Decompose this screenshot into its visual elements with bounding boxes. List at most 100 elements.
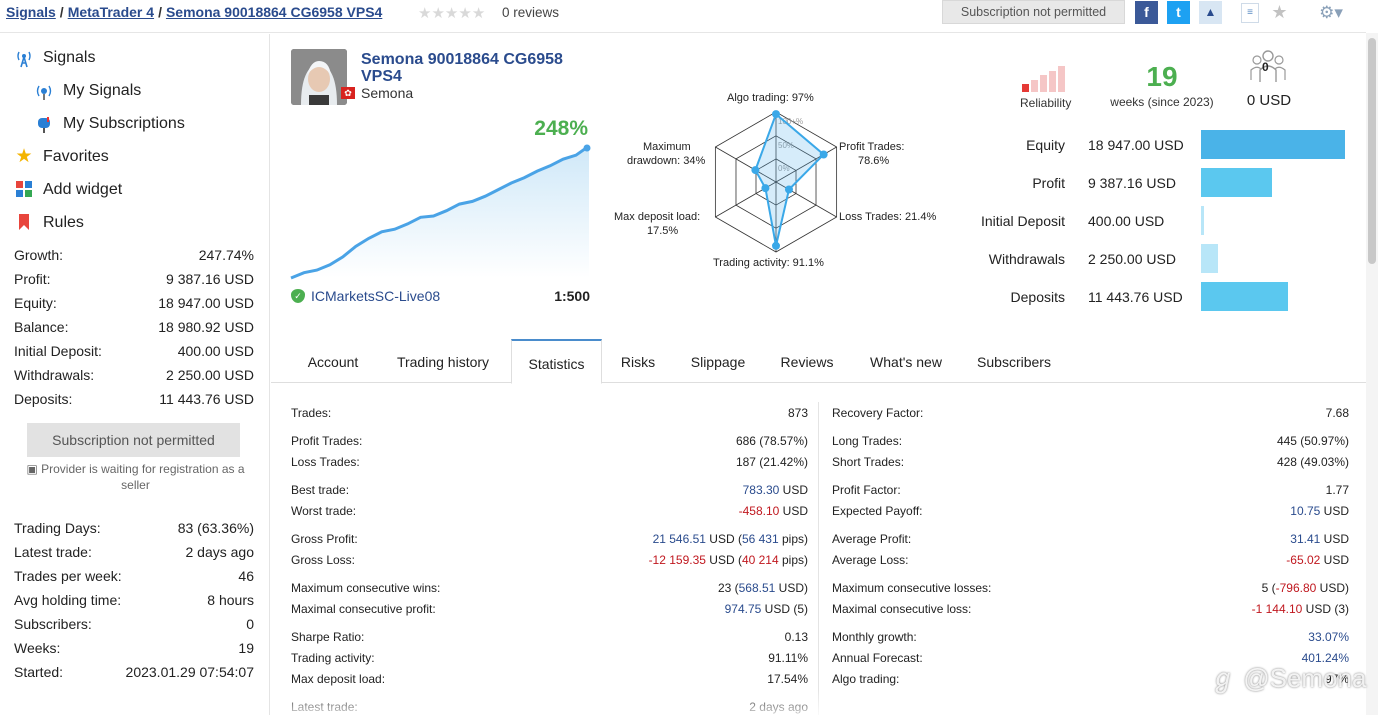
stat-row: Trades: 873 <box>291 406 808 422</box>
stat-row: Best trade: 783.30 USD <box>291 483 808 499</box>
nav-signals-label: Signals <box>43 49 96 66</box>
tab-subscribers[interactable]: Subscribers <box>977 354 1051 370</box>
stat-value-part: USD <box>779 504 808 518</box>
tab-whats-new[interactable]: What's new <box>870 354 942 370</box>
avatar[interactable] <box>291 49 347 105</box>
signal-author[interactable]: Semona <box>361 85 414 101</box>
tab-reviews[interactable]: Reviews <box>780 354 834 370</box>
breadcrumb-current-link[interactable]: Semona 90018864 CG6958 VPS4 <box>165 4 383 20</box>
stat-key: Expected Payoff: <box>832 504 923 518</box>
info-value: 8 hours <box>207 592 254 608</box>
tab-slippage[interactable]: Slippage <box>690 354 746 370</box>
info-key: Trades per week: <box>14 568 122 584</box>
stat-key: Recovery Factor: <box>832 406 924 420</box>
stat-row: Maximum consecutive wins: 23 (568.51 USD) <box>291 581 808 597</box>
settings-gear-icon[interactable]: ⚙▾ <box>1313 1 1349 24</box>
info-key: Trading Days: <box>14 520 101 536</box>
twitter-icon[interactable]: t <box>1167 1 1190 24</box>
subscribers-usd: 0 USD <box>1246 92 1292 109</box>
bookmark-icon <box>14 213 34 233</box>
info-key: Latest trade: <box>14 544 92 560</box>
subscription-button-top[interactable]: Subscription not permitted <box>942 0 1125 24</box>
breadcrumb-mt4-link[interactable]: MetaTrader 4 <box>67 4 155 20</box>
subscription-button[interactable]: Subscription not permitted <box>27 423 240 457</box>
stat-key: Trades: <box>291 406 332 420</box>
stat-key: Profit Factor: <box>832 483 901 497</box>
stat-value-part: -796.80 <box>1275 581 1317 595</box>
summary-key: Withdrawals: <box>14 367 95 383</box>
antenna-icon <box>14 48 34 68</box>
stat-key: Best trade: <box>291 483 350 497</box>
info-row: Latest trade: 2 days ago <box>14 544 254 560</box>
favorite-star-icon[interactable]: ★ <box>1268 1 1291 24</box>
star-icon[interactable]: ★ <box>418 5 432 22</box>
reviews-count[interactable]: 0 reviews <box>502 5 560 20</box>
stat-key: Profit Trades: <box>291 434 363 448</box>
radar-label-activity: Trading activity: 91.1% <box>713 257 824 269</box>
summary-row: Growth: 247.74% <box>14 247 254 263</box>
finance-value: 11 443.76 USD <box>1088 289 1183 305</box>
finance-bar <box>1201 168 1272 197</box>
nav-signals[interactable]: Signals <box>14 46 95 70</box>
top-bar: Signals / MetaTrader 4/Semona 90018864 CG6… <box>0 0 1366 33</box>
stat-value: 5 (-796.80 USD) <box>1262 581 1349 597</box>
info-key: Started: <box>14 664 64 680</box>
stat-value-part: 401.24% <box>1301 651 1349 665</box>
finance-bar <box>1201 282 1288 311</box>
tab-risks[interactable]: Risks <box>620 354 656 370</box>
star-icon[interactable]: ★ <box>458 5 472 22</box>
finance-value: 400.00 USD <box>1088 213 1165 229</box>
graduation-cap-icon[interactable]: ▲ <box>1199 1 1222 24</box>
stat-row: Worst trade: -458.10 USD <box>291 504 808 520</box>
signal-name[interactable]: Semona 90018864 CG6958 VPS4 <box>361 51 563 85</box>
stat-row: Gross Loss: -12 159.35 USD (40 214 pips) <box>291 553 808 569</box>
stat-value: 97% <box>1324 672 1349 686</box>
stat-value: 873 <box>787 406 808 420</box>
info-value: 0 <box>246 616 254 632</box>
info-value: 19 <box>238 640 254 656</box>
star-icon[interactable]: ★ <box>431 5 445 22</box>
breadcrumb: Signals / MetaTrader 4/Semona 90018864 CG6… <box>6 4 383 20</box>
broker-link[interactable]: ✓ ICMarketsSC-Live08 <box>291 288 440 304</box>
weeks-block: 19 weeks (since 2023) <box>1110 62 1214 110</box>
summary-row: Equity: 18 947.00 USD <box>14 295 254 311</box>
sidebar: Signals My Signals My Subscriptions ★ Fav… <box>0 34 270 715</box>
nav-add-widget[interactable]: Add widget <box>14 178 122 202</box>
star-icon: ★ <box>15 146 33 167</box>
stat-value: 21 546.51 USD (56 431 pips) <box>653 532 808 548</box>
nav-favorites[interactable]: ★ Favorites <box>14 145 108 169</box>
star-icon[interactable]: ★ <box>444 5 459 22</box>
stat-value-part: -65.02 <box>1286 553 1321 567</box>
breadcrumb-signals-link[interactable]: Signals <box>6 4 56 20</box>
summary-row: Deposits: 11 443.76 USD <box>14 391 254 407</box>
provider-note: ▣ Provider is waiting for registration a… <box>18 461 253 493</box>
scrollbar-thumb[interactable] <box>1368 38 1376 264</box>
nav-my-signals[interactable]: My Signals <box>34 79 141 103</box>
stat-row: Max deposit load: 17.54% <box>291 672 808 688</box>
summary-key: Balance: <box>14 319 69 335</box>
stat-value-part: USD <box>1320 504 1349 518</box>
broker-name[interactable]: ICMarketsSC-Live08 <box>311 288 441 304</box>
summary-key: Profit: <box>14 271 51 287</box>
stat-row: Profit Factor: 1.77 <box>832 483 1349 499</box>
reliability-bar <box>1022 84 1029 92</box>
tab-statistics[interactable]: Statistics <box>511 339 602 384</box>
growth-line <box>290 144 590 280</box>
stat-row: Loss Trades: 187 (21.42%) <box>291 455 808 471</box>
summary-key: Initial Deposit: <box>14 343 102 359</box>
growth-value: 248% <box>534 117 588 140</box>
weeks-label: weeks (since 2023) <box>1110 95 1214 109</box>
nav-rules[interactable]: Rules <box>14 211 84 235</box>
nav-my-subscriptions[interactable]: My Subscriptions <box>34 112 185 136</box>
tab-trading-history[interactable]: Trading history <box>396 354 490 370</box>
tab-account[interactable]: Account <box>307 354 359 370</box>
plus-list-icon[interactable]: ≡ <box>1241 3 1259 23</box>
summary-row: Balance: 18 980.92 USD <box>14 319 254 335</box>
facebook-icon[interactable]: f <box>1135 1 1158 24</box>
star-icon[interactable]: ★ <box>471 5 486 22</box>
stat-value: 1.77 <box>1325 483 1349 497</box>
rating-stars[interactable]: ★★★★★ <box>418 4 485 22</box>
stat-key: Maximum consecutive wins: <box>291 581 441 595</box>
stat-value-part: 40 214 <box>741 553 779 567</box>
stat-value-part: 568.51 <box>738 581 776 595</box>
